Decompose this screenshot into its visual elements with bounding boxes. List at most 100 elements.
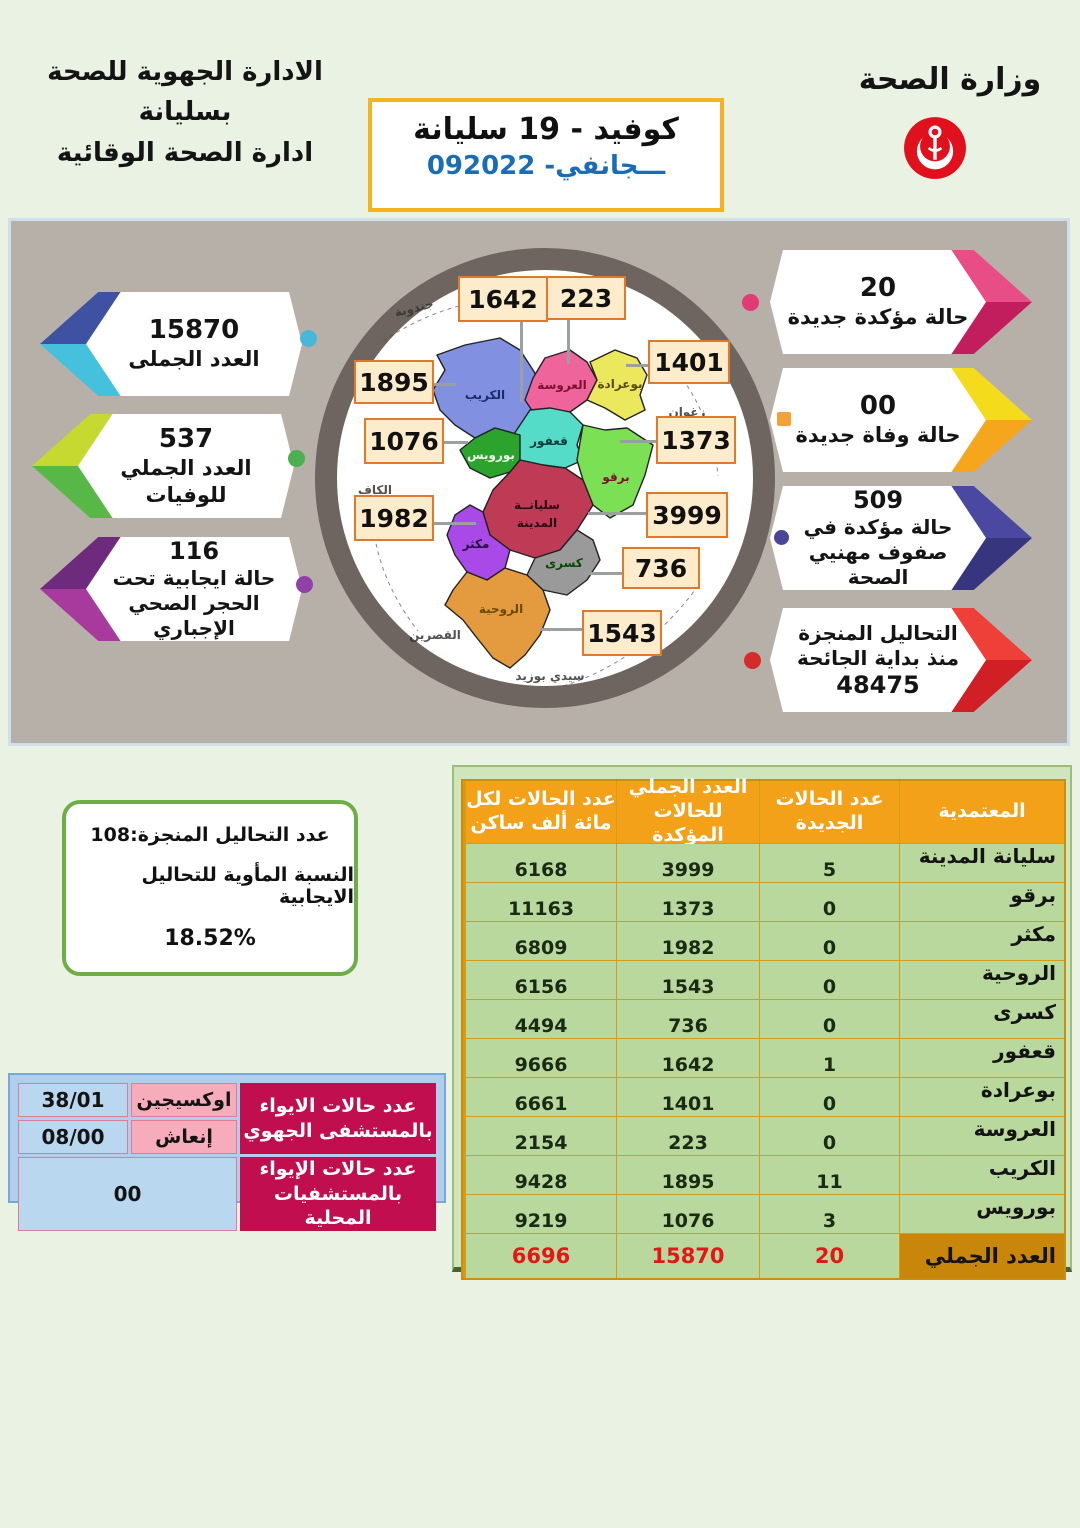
row-name: قعفور [900, 1039, 1064, 1077]
dot-total-cases [300, 330, 317, 347]
row-per100k: 9219 [466, 1195, 616, 1233]
map-label-bargou: برقو [601, 470, 629, 485]
map-label-bourouis: بورويس [467, 448, 515, 463]
stat-value: 00 [859, 391, 897, 422]
col-header-per-100k: عدد الحالات لكل مائة ألف ساكن [466, 781, 616, 843]
map-label-krib: الكريب [465, 388, 505, 402]
connector-krib [430, 383, 456, 386]
icu-value: 08/00 [18, 1120, 128, 1154]
map-value-aroussa: 223 [546, 276, 626, 320]
org-line-2: بسليانة [138, 97, 232, 128]
map-value-makthar: 1982 [354, 495, 434, 541]
map-neighbor-sidi-bouzid: سيدي بوزيد [515, 669, 584, 684]
map-label-rouhia: الروحية [479, 602, 523, 617]
row-new: 0 [760, 1078, 899, 1116]
stat-label: حالة ايجابية تحت الحجر الصحي الإجباري [112, 565, 276, 640]
map-value-siliana-city: 3999 [646, 492, 728, 538]
map-value-krib: 1895 [354, 360, 434, 404]
total-row-name: العدد الجملي [900, 1234, 1064, 1278]
region-rouhia [444, 567, 551, 669]
hospital-admissions-box: عدد حالات الايواء بالمستشفى الجهوي اوكسي… [8, 1073, 446, 1232]
map-label-gaafour: قعفور [529, 434, 568, 449]
row-total: 1895 [617, 1156, 759, 1194]
stat-quarantine-cases: 116 حالة ايجابية تحت الحجر الصحي الإجبار… [40, 537, 312, 641]
stat-value: 20 [859, 273, 897, 304]
stat-value: 15870 [148, 315, 240, 346]
col-header-new-cases: عدد الحالات الجديدة [760, 781, 899, 843]
map-label-siliana-city-2: المدينة [517, 516, 557, 530]
map-label-bouarada: بوعرادة [597, 377, 642, 392]
connector-bargou [620, 440, 660, 443]
map-neighbor-kasserine: القصرين [409, 628, 461, 642]
row-name: كسرى [900, 1000, 1064, 1038]
dot-quarantine [296, 576, 313, 593]
stat-value: 537 [158, 424, 214, 455]
stat-value: 509 [852, 486, 904, 515]
dot-total-tests [744, 652, 761, 669]
row-total: 223 [617, 1117, 759, 1155]
connector-makthar [430, 522, 476, 525]
stat-label: العدد الجملي للوفيات [120, 456, 252, 507]
positivity-rate: 18.52% [164, 926, 256, 951]
region-bargou [576, 424, 654, 519]
stat-total-tests: التحاليل المنجزة منذ بداية الجائحة 48475 [760, 608, 1032, 712]
map-label-siliana-city-1: سليانــة [514, 498, 560, 512]
row-new: 0 [760, 1000, 899, 1038]
ministry-of-health-logo-icon [903, 116, 967, 180]
col-header-total-cases: العدد الجملي للحالات المؤكدة [617, 776, 759, 846]
row-new: 11 [760, 1156, 899, 1194]
row-per100k: 6661 [466, 1078, 616, 1116]
row-total: 1076 [617, 1195, 759, 1233]
regional-administration-block: الادارة الجهوية للصحة بسليانة ادارة الصح… [10, 52, 360, 173]
total-row-total: 15870 [617, 1234, 759, 1278]
dot-new-deaths [777, 412, 791, 426]
row-new: 0 [760, 961, 899, 999]
row-name: مكثر [900, 922, 1064, 960]
map-value-bargou: 1373 [656, 416, 736, 464]
region-kesra [526, 529, 601, 596]
row-new: 5 [760, 844, 899, 882]
row-new: 0 [760, 922, 899, 960]
row-new: 0 [760, 883, 899, 921]
map-label-kesra: كسرى [545, 556, 583, 570]
row-new: 1 [760, 1039, 899, 1077]
row-total: 3999 [617, 844, 759, 882]
delegations-table: المعتمدية عدد الحالات الجديدة العدد الجم… [461, 776, 1066, 1280]
map-label-makthar: مكثر [462, 537, 490, 551]
connector-rouhia [540, 628, 586, 631]
row-per100k: 9666 [466, 1039, 616, 1077]
col-header-delegation: المعتمدية [900, 781, 1064, 843]
row-name: بوعرادة [900, 1078, 1064, 1116]
row-total: 1373 [617, 883, 759, 921]
total-row-per100k: 6696 [466, 1234, 616, 1278]
icu-label: إنعاش [131, 1120, 237, 1154]
map-neighbor-kef: الكاف [358, 483, 392, 497]
row-per100k: 9428 [466, 1156, 616, 1194]
map-value-bourouis: 1076 [364, 418, 444, 464]
tests-count-line: عدد التحاليل المنجزة:108 [90, 824, 330, 846]
row-per100k: 6809 [466, 922, 616, 960]
connector-kesra [584, 572, 626, 575]
row-per100k: 6168 [466, 844, 616, 882]
stat-label: التحاليل المنجزة منذ بداية الجائحة [797, 620, 959, 670]
map-value-kesra: 736 [622, 547, 700, 589]
row-new: 0 [760, 1117, 899, 1155]
ministry-title: وزارة الصحة [858, 62, 1042, 97]
regional-hospital-label: عدد حالات الايواء بالمستشفى الجهوي [240, 1083, 436, 1154]
dot-total-deaths [288, 450, 305, 467]
map-label-aroussa: العروسة [537, 378, 586, 393]
row-name: بورويس [900, 1195, 1064, 1233]
positivity-label-line: النسبة المأوية للتحاليل الايجابية [141, 864, 354, 908]
local-hospitals-value: 00 [18, 1157, 237, 1232]
stat-new-confirmed: 20 حالة مؤكدة جديدة [760, 250, 1032, 354]
map-value-rouhia: 1543 [582, 610, 662, 656]
row-per100k: 2154 [466, 1117, 616, 1155]
row-total: 1642 [617, 1039, 759, 1077]
row-per100k: 11163 [466, 883, 616, 921]
report-title-box: كوفيد - 19 سليانة 09ـــجانفي- 2022 [368, 98, 724, 212]
org-line-1: الادارة الجهوية للصحة [47, 57, 323, 87]
connector-bouarada [626, 364, 652, 367]
row-total: 1982 [617, 922, 759, 960]
stat-new-deaths: 00 حالة وفاة جديدة [760, 368, 1032, 472]
